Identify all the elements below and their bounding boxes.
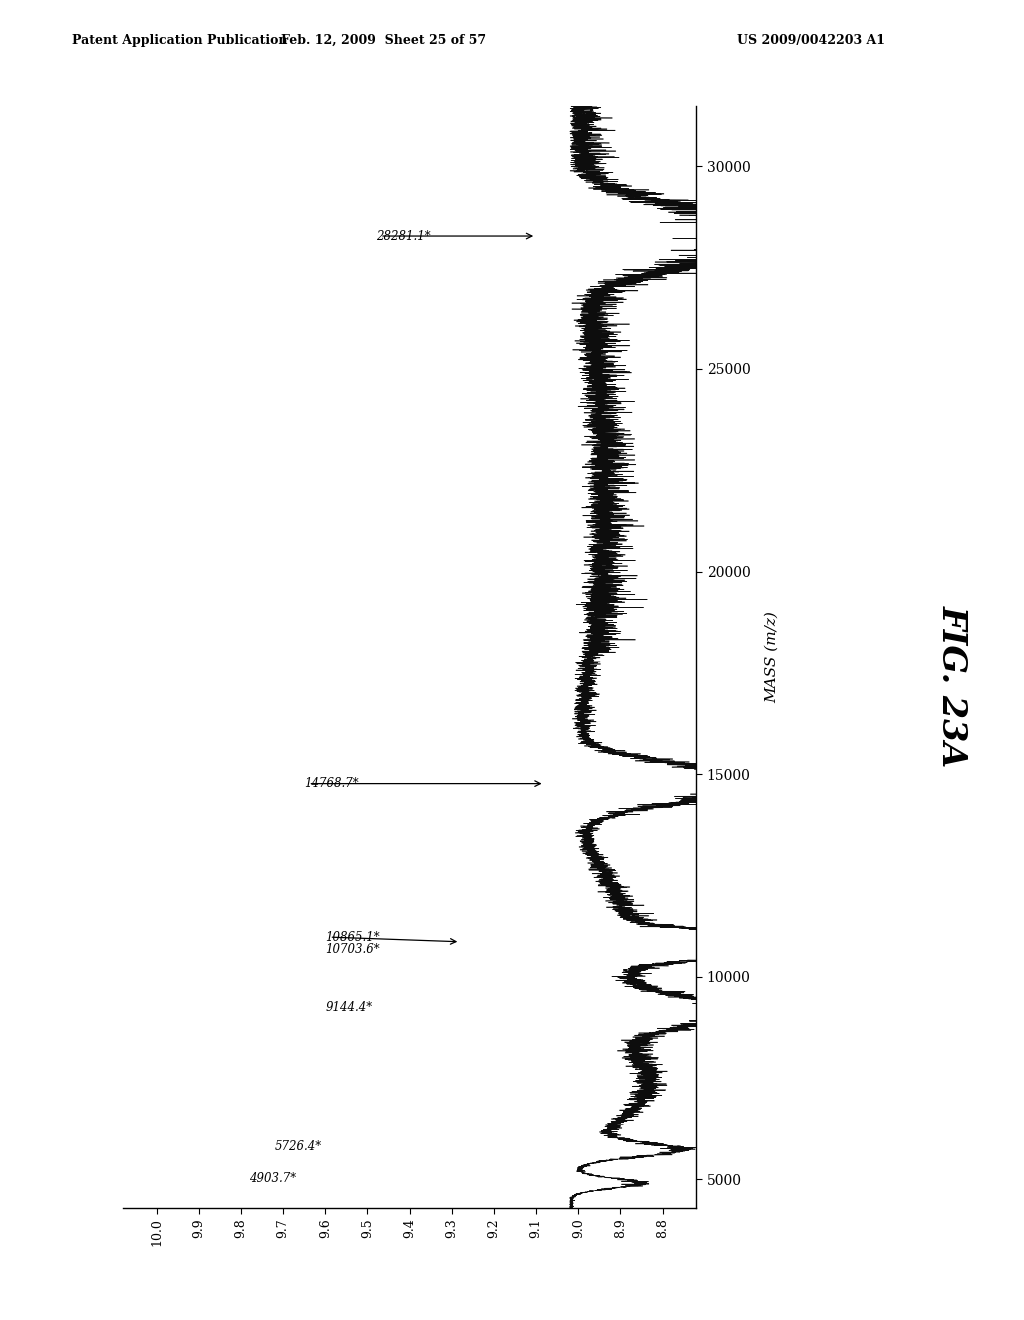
Text: FIG. 23A: FIG. 23A: [936, 606, 969, 767]
Text: 5726.4*: 5726.4*: [274, 1139, 322, 1152]
Text: 9144.4*: 9144.4*: [326, 1001, 373, 1014]
Text: 28281.1*: 28281.1*: [376, 230, 430, 243]
Y-axis label: MASS (m/z): MASS (m/z): [765, 611, 778, 702]
Text: US 2009/0042203 A1: US 2009/0042203 A1: [737, 33, 886, 46]
Text: 4903.7*: 4903.7*: [250, 1172, 297, 1185]
Text: 10703.6*: 10703.6*: [326, 942, 380, 956]
Text: Patent Application Publication: Patent Application Publication: [72, 33, 287, 46]
Text: Feb. 12, 2009  Sheet 25 of 57: Feb. 12, 2009 Sheet 25 of 57: [282, 33, 486, 46]
Text: 14768.7*: 14768.7*: [304, 777, 358, 791]
Text: 10865.1*: 10865.1*: [326, 931, 380, 944]
